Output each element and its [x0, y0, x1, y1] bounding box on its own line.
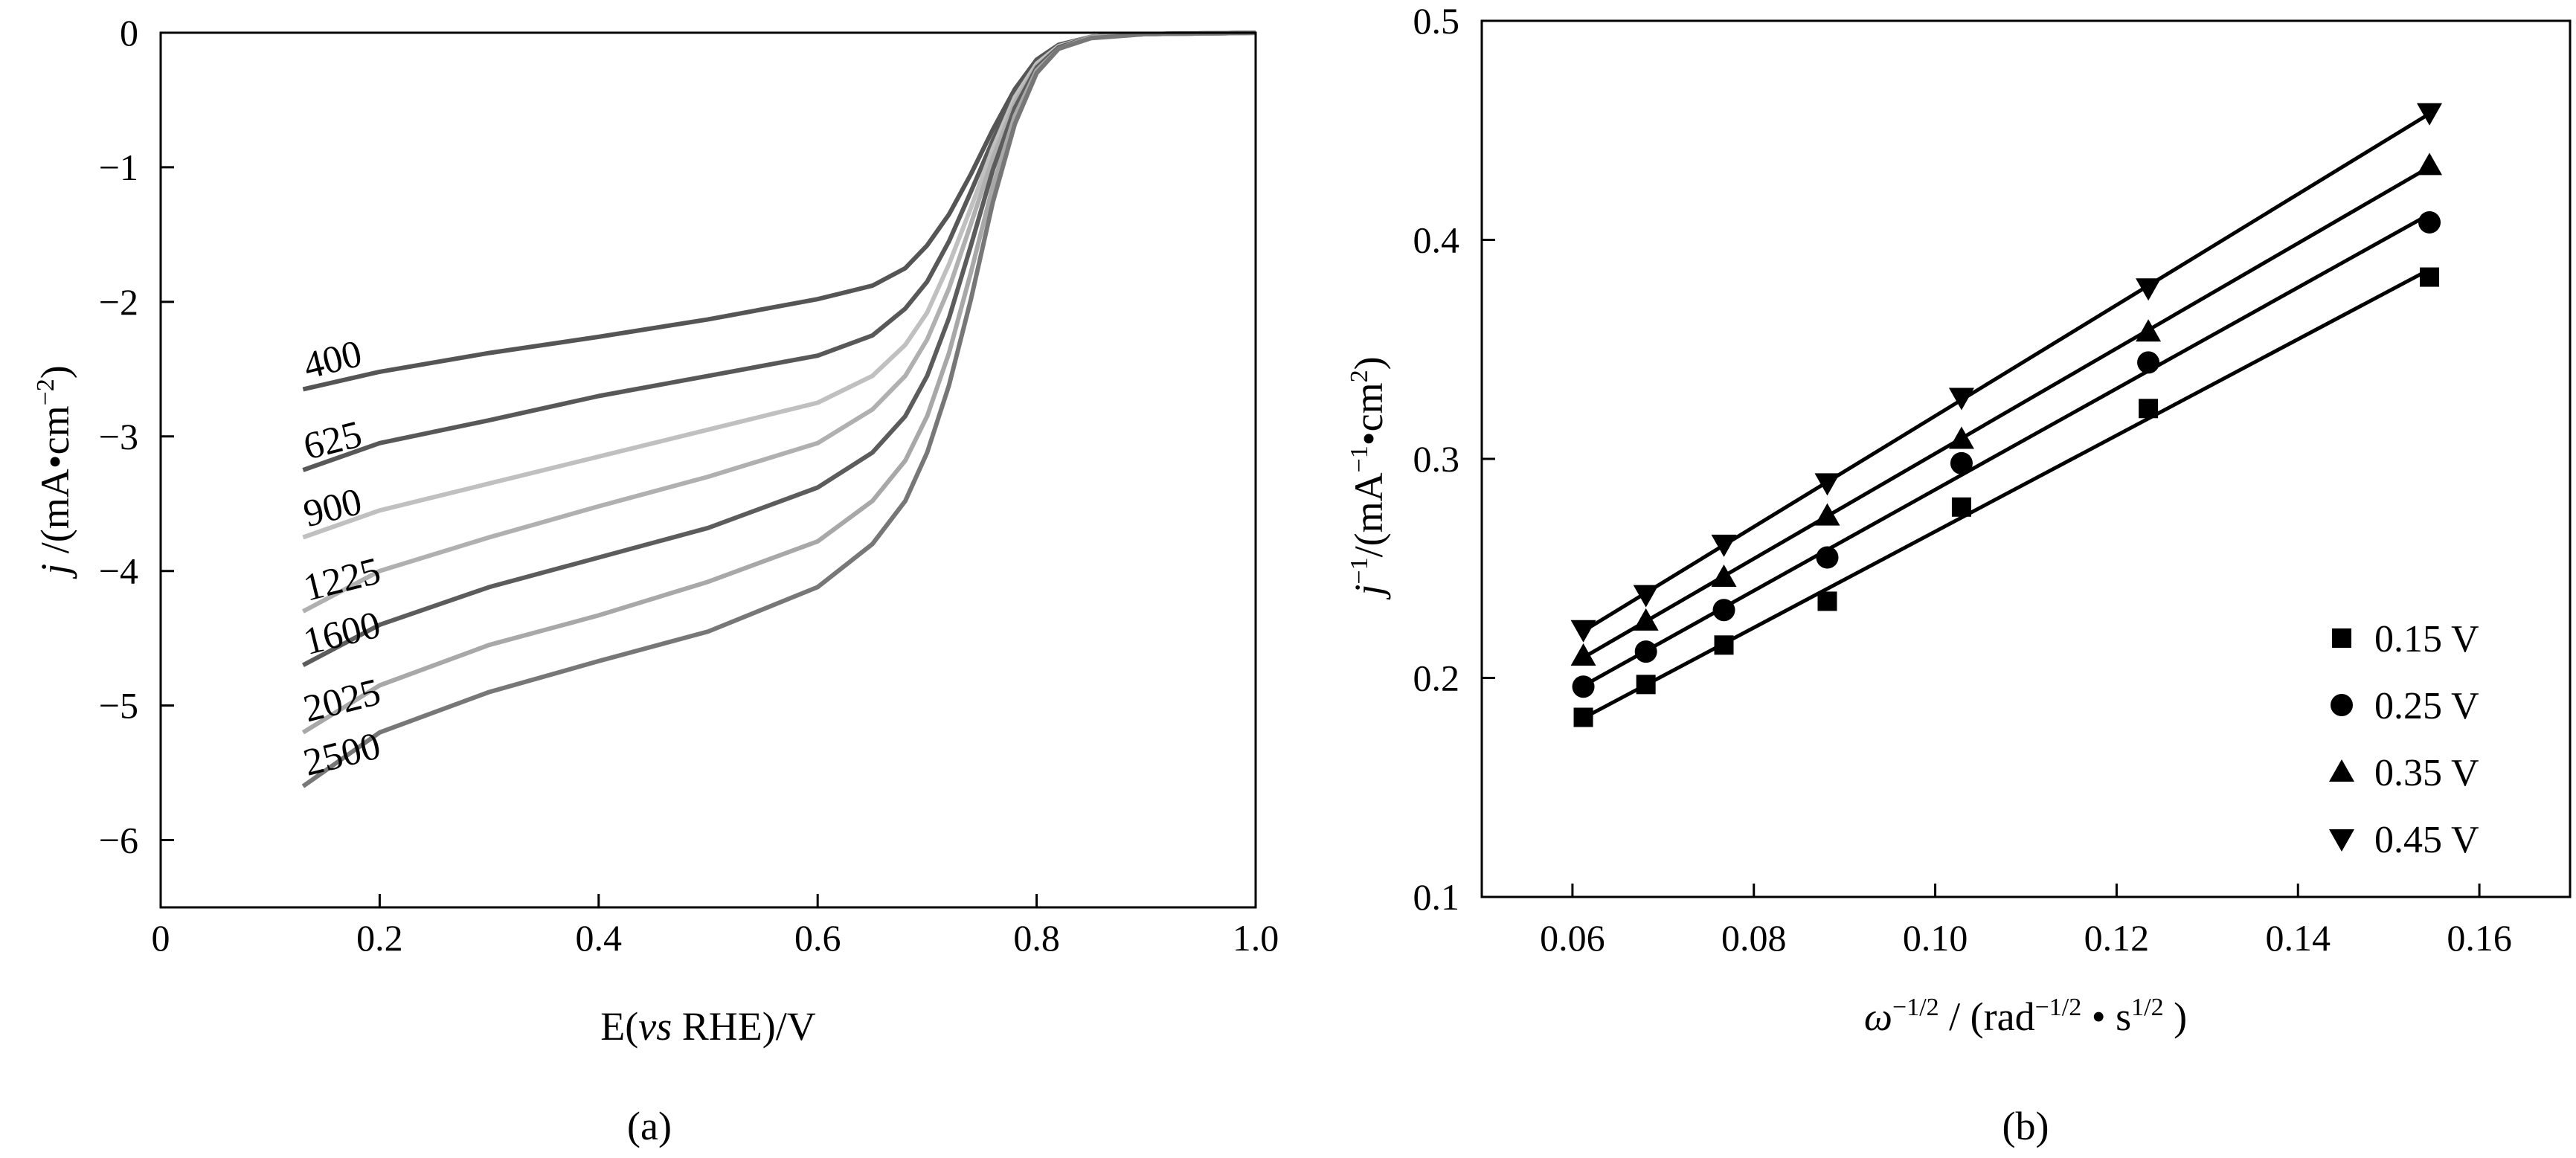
chart-b-point: [2418, 210, 2441, 234]
chart-b-fit-line: [1582, 212, 2431, 688]
chart-b-point: [2136, 319, 2162, 342]
chart-a-x-tick-label: 0.6: [794, 917, 841, 959]
chart-a-series-label: 2025: [299, 671, 385, 730]
chart-a-curves: [301, 30, 1256, 788]
chart-b-y-axis-label: j−1/(mA−1•cm2): [1346, 356, 1391, 599]
chart-b-point: [1948, 426, 1974, 449]
chart-a-x-tick-label: 0.4: [576, 917, 623, 959]
chart-b-point: [2417, 152, 2443, 176]
chart-b-x-tick-label: 0.16: [2447, 917, 2512, 959]
chart-b-legend-marker: [2329, 829, 2354, 852]
chart-b-legend-marker: [2332, 628, 2351, 648]
chart-b-point: [1712, 599, 1735, 622]
chart-b-point: [1573, 707, 1593, 727]
chart-b-point: [1814, 473, 1840, 496]
chart-b-point: [1570, 643, 1596, 666]
chart-b-fit-line: [1582, 112, 2431, 633]
chart-b-point: [1633, 608, 1659, 631]
chart-a-y-axis-label: j /(mA•cm−2): [32, 365, 77, 579]
chart-b-point: [1636, 675, 1656, 695]
chart-a-series-label: 900: [299, 480, 365, 535]
chart-a-series-label: 625: [299, 413, 365, 468]
chart-b: 0.06 0.08 0.10 0.12 0.14 0.160.10.20.30.40.5 …: [1346, 0, 2572, 1148]
chart-a-x-tick-label: 0.2: [356, 917, 403, 959]
chart-a-series-2025: [301, 30, 1256, 735]
chart-b-panel-label: (b): [2002, 1104, 2049, 1148]
chart-b-x-axis-label: ω−1/2 / (rad−1/2 • s1/2 ): [1864, 994, 2187, 1039]
chart-b-point: [1633, 585, 1659, 608]
chart-a-ticks: 0 0.2 0.4 0.6 0.8 1.0 0 −1 −2 −3 −4 −5 −6: [99, 12, 1279, 959]
chart-a-series-2500: [301, 30, 1256, 788]
chart-b-point: [1817, 591, 1837, 611]
chart-a-x-tick-label: 1.0: [1233, 917, 1279, 959]
chart-b-y-tick-label: 0.1: [1413, 876, 1460, 918]
chart-a-x-axis-label: E(vs RHE)/V: [600, 1004, 815, 1049]
chart-a-series-label: 1600: [299, 604, 385, 663]
chart-b-y-tick-label: 0.5: [1413, 0, 1460, 42]
chart-b-point: [1948, 387, 1974, 411]
chart-a-series-400: [302, 30, 1256, 392]
chart-a-series-label: 2500: [299, 724, 385, 784]
chart-b-legend-label: 0.45 V: [2374, 819, 2479, 861]
chart-b-point: [1570, 620, 1596, 643]
chart-b-fit-line: [1582, 268, 2431, 720]
chart-b-point: [2136, 278, 2162, 301]
chart-b-point: [2420, 267, 2440, 287]
chart-b-point: [1951, 497, 1971, 517]
chart-b-x-tick-label: 0.10: [1903, 917, 1968, 959]
chart-b-legend-label: 0.35 V: [2374, 752, 2479, 794]
chart-b-point: [1950, 451, 1973, 475]
chart-b-point: [2137, 351, 2160, 374]
chart-a-y-tick-label: −4: [99, 550, 138, 592]
chart-a-y-tick-label: 0: [120, 12, 138, 54]
chart-b-fit-lines: [1582, 112, 2431, 720]
chart-b-y-tick-label: 0.4: [1413, 219, 1460, 261]
chart-a-series-900: [302, 30, 1256, 540]
chart-b-y-tick-label: 0.2: [1413, 657, 1460, 699]
chart-b-legend-label: 0.15 V: [2374, 618, 2479, 660]
chart-b-legend-label: 0.25 V: [2374, 685, 2479, 727]
chart-b-x-tick-label: 0.12: [2084, 917, 2150, 959]
chart-b-legend-marker: [2329, 759, 2354, 782]
chart-a-y-tick-label: −6: [99, 820, 138, 861]
chart-b-x-tick-label: 0.14: [2266, 917, 2331, 959]
chart-b-plot-frame: [1480, 19, 2572, 898]
chart-b-legend: 0.15 V 0.25 V 0.35 V 0.45 V: [2329, 618, 2479, 861]
chart-a-y-tick-label: −3: [99, 416, 138, 457]
chart-b-x-tick-label: 0.08: [1721, 917, 1787, 959]
chart-b-legend-marker: [2331, 694, 2353, 716]
chart-a-y-tick-label: −5: [99, 685, 138, 727]
chart-b-point: [1634, 640, 1657, 663]
chart-b-point: [1572, 675, 1595, 698]
chart-b-ticks: 0.06 0.08 0.10 0.12 0.14 0.16 0.1 0.2 0.3 0.4 0.5: [1413, 0, 2512, 959]
chart-a-panel-label: (a): [627, 1104, 672, 1148]
chart-b-point: [2417, 103, 2443, 126]
chart-a-x-tick-label: 0: [152, 917, 170, 959]
chart-b-fit-line: [1582, 165, 2431, 660]
chart-b-point: [1714, 635, 1734, 655]
chart-a-y-tick-label: −2: [99, 281, 138, 323]
chart-a: 0 0.2 0.4 0.6 0.8 1.00−1−2−3−4−5−6 4006259001…: [32, 12, 1279, 1148]
chart-b-point: [1711, 534, 1737, 557]
chart-b-markers: [1570, 103, 2443, 727]
chart-b-point: [1816, 546, 1839, 569]
chart-a-x-tick-label: 0.8: [1013, 917, 1060, 959]
chart-b-x-tick-label: 0.06: [1540, 917, 1605, 959]
chart-a-series-1600: [302, 30, 1256, 667]
chart-b-point: [1814, 503, 1840, 526]
chart-b-y-tick-label: 0.3: [1413, 438, 1460, 480]
chart-a-y-tick-label: −1: [99, 147, 138, 188]
chart-b-point: [2139, 399, 2159, 419]
chart-a-plot-frame: [159, 31, 1257, 909]
chart-a-series-625: [302, 30, 1256, 472]
chart-b-point: [1711, 564, 1737, 588]
chart-a-series-label: 1225: [299, 550, 385, 609]
chart-a-series-1225: [302, 30, 1256, 614]
